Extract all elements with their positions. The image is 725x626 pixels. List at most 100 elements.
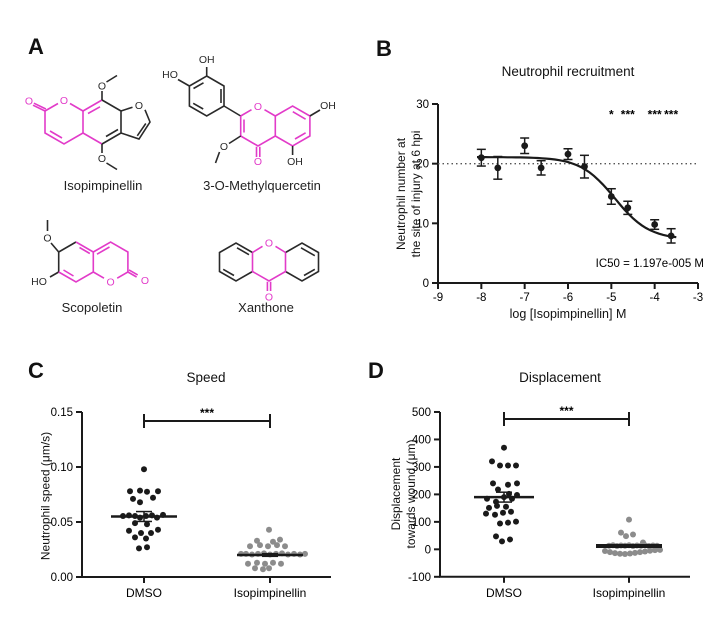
data-point bbox=[505, 462, 511, 469]
panel-d-label: D bbox=[368, 358, 384, 383]
hydroxyl-4prime-atom: HO bbox=[162, 69, 178, 81]
significance-stars: *** bbox=[664, 107, 678, 121]
data-point bbox=[270, 559, 276, 566]
isopimpinellin-structure: O O O O O bbox=[25, 74, 151, 171]
methoxy-o-atom: O bbox=[43, 233, 51, 245]
data-point bbox=[252, 565, 258, 572]
panel-b-title: Neutrophil recruitment bbox=[501, 64, 635, 79]
data-point bbox=[537, 164, 545, 172]
data-point bbox=[630, 531, 636, 538]
carbonyl-o-atom: O bbox=[254, 156, 262, 168]
data-point bbox=[137, 499, 143, 506]
data-point bbox=[607, 193, 615, 200]
data-point bbox=[489, 458, 495, 465]
data-point bbox=[507, 536, 513, 543]
panel-b-label: B bbox=[376, 36, 392, 61]
data-point bbox=[260, 566, 266, 573]
data-point bbox=[651, 221, 659, 228]
pyranone-ring bbox=[251, 245, 287, 291]
data-point bbox=[513, 518, 519, 525]
data-point bbox=[626, 516, 632, 523]
data-point bbox=[493, 533, 499, 540]
catechol-ring bbox=[177, 67, 242, 117]
pyran-o-atom: O bbox=[265, 238, 273, 250]
y-tick-label: -100 bbox=[408, 572, 431, 584]
data-point bbox=[647, 547, 653, 554]
hydroxyl-5-atom: OH bbox=[287, 156, 303, 168]
methylquercetin-structure: OH HO O OH O O OH bbox=[162, 54, 336, 168]
data-point bbox=[477, 154, 485, 162]
data-point bbox=[130, 495, 136, 502]
data-point bbox=[257, 542, 263, 549]
y-tick-label: 500 bbox=[412, 407, 431, 419]
data-point bbox=[581, 163, 588, 171]
speed-scatter-plot: 0.00 0.05 0.10 0.15 DMSO Isopimpinellin *** bbox=[51, 406, 331, 600]
data-point bbox=[514, 480, 520, 487]
y-tick-label: 300 bbox=[412, 462, 431, 474]
significance-stars: *** bbox=[200, 406, 214, 420]
data-point bbox=[494, 164, 502, 172]
data-point bbox=[262, 560, 268, 567]
data-point bbox=[278, 560, 284, 567]
data-point bbox=[490, 480, 496, 487]
significance-stars: *** bbox=[648, 107, 662, 121]
group-label: Isopimpinellin bbox=[234, 586, 307, 600]
data-point bbox=[302, 550, 308, 557]
x-tick-label: -5 bbox=[606, 292, 616, 304]
data-point bbox=[138, 530, 144, 536]
data-point bbox=[136, 545, 142, 552]
data-point bbox=[612, 550, 618, 557]
data-point bbox=[127, 488, 133, 495]
scopoletin-structure: O HO O O bbox=[31, 220, 149, 289]
methoxy-o-atom: O bbox=[220, 141, 228, 153]
hydroxyl-atom: HO bbox=[31, 276, 47, 288]
lactone-o-atom: O bbox=[60, 95, 68, 107]
data-point bbox=[623, 533, 629, 540]
y-tick-label: 0.00 bbox=[51, 572, 73, 584]
data-point bbox=[144, 521, 150, 528]
data-point bbox=[607, 549, 613, 556]
hydroxyl-3prime-atom: OH bbox=[199, 54, 215, 66]
data-point bbox=[602, 547, 608, 554]
y-tick-label: 30 bbox=[416, 99, 429, 111]
hydroxyl-7-atom: OH bbox=[320, 100, 336, 112]
data-point bbox=[274, 542, 280, 549]
data-point bbox=[486, 504, 492, 511]
x-tick-label: -6 bbox=[563, 292, 573, 304]
data-point bbox=[245, 560, 251, 567]
data-point bbox=[508, 508, 514, 515]
displacement-scatter-plot: -100 0 100 200 300 400 500 DMSO Isopimpinellin **… bbox=[408, 404, 690, 600]
chromone-rings bbox=[239, 105, 311, 157]
y-tick-label: 0.10 bbox=[51, 462, 73, 474]
data-point bbox=[632, 549, 638, 556]
data-point bbox=[637, 549, 643, 556]
y-axis-label-line1: Displacement bbox=[389, 457, 403, 531]
data-point bbox=[254, 537, 260, 544]
right-benzene-ring bbox=[285, 242, 320, 282]
data-point bbox=[265, 543, 271, 550]
data-point bbox=[126, 527, 132, 534]
data-point bbox=[505, 519, 511, 526]
data-point bbox=[247, 543, 253, 550]
coumarin-rings bbox=[58, 241, 139, 283]
data-point bbox=[500, 509, 506, 516]
molecule-name-methylquercetin: 3-O-Methylquercetin bbox=[203, 178, 321, 193]
data-point bbox=[505, 481, 511, 488]
molecule-name-xanthone: Xanthone bbox=[238, 300, 294, 315]
data-point bbox=[143, 535, 149, 542]
data-point bbox=[492, 511, 498, 518]
data-point bbox=[148, 530, 154, 536]
y-tick-label: 400 bbox=[412, 434, 431, 446]
substituent-bonds bbox=[214, 109, 321, 164]
pyran-o-atom: O bbox=[254, 101, 262, 113]
data-point bbox=[618, 529, 624, 536]
significance-stars: *** bbox=[559, 404, 573, 418]
data-point bbox=[144, 544, 150, 551]
data-point bbox=[494, 502, 500, 509]
group-label: DMSO bbox=[486, 586, 522, 600]
y-tick-label: 20 bbox=[416, 159, 429, 171]
data-point bbox=[652, 547, 658, 554]
data-point bbox=[282, 543, 288, 550]
data-point bbox=[627, 550, 633, 557]
